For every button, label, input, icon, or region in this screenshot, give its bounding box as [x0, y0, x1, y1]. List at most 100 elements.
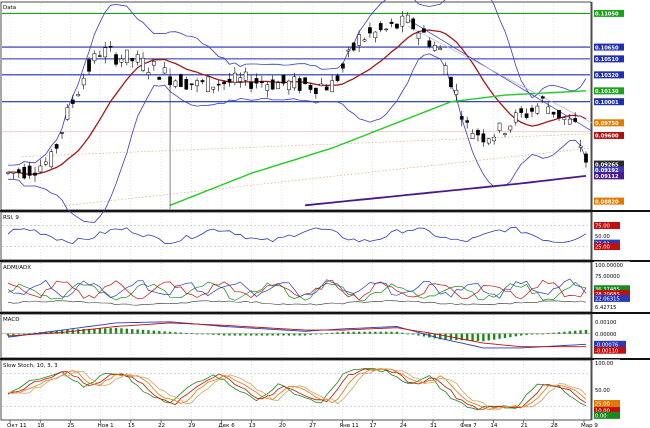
- candle: [270, 75, 275, 91]
- panel-title-bg: [2, 213, 24, 220]
- price-tag-label: 0.09192: [595, 168, 619, 174]
- price-tag-bg: [594, 197, 624, 205]
- candle-body: [416, 32, 421, 39]
- macd-tag-bg: [594, 318, 626, 326]
- price-tag-label: 0.11050: [595, 12, 619, 18]
- macd-histogram-bar: [141, 329, 145, 334]
- macd-histogram-bar: [87, 328, 91, 334]
- candle: [335, 73, 340, 83]
- candle: [173, 79, 178, 89]
- candle-body: [216, 83, 221, 86]
- candle: [124, 49, 129, 66]
- macd-histogram-bar: [109, 328, 112, 334]
- panel-title-bg: [2, 3, 24, 10]
- candle-body: [297, 78, 302, 91]
- candle-body: [584, 153, 588, 163]
- price-tag-bg: [594, 87, 624, 95]
- macd-histogram-bar: [390, 331, 393, 334]
- stoch-line-2: [7, 368, 587, 411]
- candle: [330, 74, 334, 93]
- x-tick-label: 25: [67, 423, 74, 428]
- candle: [206, 76, 210, 93]
- stoch-tag-bg: [594, 386, 620, 394]
- candle: [216, 80, 221, 92]
- panel-separator-3: [0, 358, 650, 360]
- macd-histogram-bar: [212, 333, 215, 335]
- macd-histogram-bar: [298, 333, 301, 336]
- macd-histogram-bar: [217, 333, 220, 336]
- macd-histogram-bar: [287, 333, 291, 336]
- stoch-tag-label: 0.00: [595, 414, 607, 420]
- candle-body: [411, 18, 415, 30]
- candle: [373, 31, 378, 43]
- macd-histogram-bar: [573, 330, 577, 334]
- candle: [395, 23, 399, 30]
- candle: [454, 83, 459, 101]
- macd-histogram-bar: [114, 327, 118, 334]
- adx-tag-bg: [594, 290, 630, 298]
- candle: [43, 157, 48, 167]
- candle: [233, 67, 237, 86]
- candle: [249, 75, 253, 93]
- candle: [449, 76, 453, 89]
- candle: [87, 56, 91, 75]
- candle: [135, 50, 140, 66]
- candle: [503, 132, 507, 138]
- x-tick-label: 22: [158, 423, 165, 428]
- bollinger-lower-line: [8, 53, 587, 223]
- macd-histogram-bar: [276, 333, 280, 336]
- rsi-line: [7, 226, 587, 245]
- macd-histogram-bar: [465, 333, 469, 341]
- macd-histogram-bar: [260, 333, 264, 336]
- candle-body: [22, 167, 27, 179]
- candle-body: [438, 48, 442, 50]
- macd-histogram-bar: [12, 333, 15, 335]
- candle-body: [6, 171, 10, 174]
- macd-histogram-bar: [357, 331, 361, 334]
- candle: [260, 75, 264, 88]
- macd-histogram-bar: [174, 332, 177, 334]
- candle: [546, 101, 551, 114]
- candle-body: [557, 110, 561, 119]
- ma-mid-line: [169, 90, 587, 206]
- adx-tag-bg: [594, 261, 630, 269]
- candle: [492, 133, 497, 145]
- x-tick-label: 18: [37, 423, 44, 428]
- candle-body: [260, 81, 264, 84]
- macd-histogram-bar: [530, 333, 534, 335]
- macd-histogram-bar: [336, 332, 339, 334]
- macd-histogram-bar: [314, 333, 318, 335]
- candle-body: [49, 151, 54, 168]
- candle: [238, 72, 243, 88]
- candle-body: [513, 112, 518, 123]
- candle: [389, 18, 394, 28]
- macd-tag-label: -0.00076: [595, 343, 618, 349]
- candle-body: [540, 96, 545, 99]
- candle: [481, 129, 486, 147]
- candle-body: [368, 27, 372, 34]
- x-tick-label: 13: [249, 423, 256, 428]
- x-tick-label: 20: [279, 423, 286, 428]
- macd-histogram-bar: [525, 333, 528, 336]
- candle: [157, 76, 162, 80]
- panel-frame-4: [0, 359, 592, 421]
- adx-line-2: [7, 278, 587, 299]
- stoch-line-1: [7, 368, 587, 410]
- candle-body: [103, 47, 108, 58]
- candle: [530, 104, 534, 118]
- candle-body: [168, 76, 172, 86]
- candle-body: [470, 133, 475, 139]
- stoch-tag-bg: [594, 400, 620, 407]
- macd-histogram-bar: [147, 330, 150, 334]
- macd-histogram-bar: [563, 331, 566, 334]
- candle: [314, 87, 318, 99]
- candle: [119, 54, 124, 68]
- candle-body: [314, 87, 318, 94]
- adx-tag-bg: [594, 272, 630, 280]
- price-tag-bg: [594, 160, 624, 168]
- macd-histogram-bar: [255, 333, 258, 336]
- macd-histogram-bar: [536, 333, 539, 335]
- candle: [276, 80, 280, 90]
- panel-title-2: ADMI/ADX: [3, 265, 31, 271]
